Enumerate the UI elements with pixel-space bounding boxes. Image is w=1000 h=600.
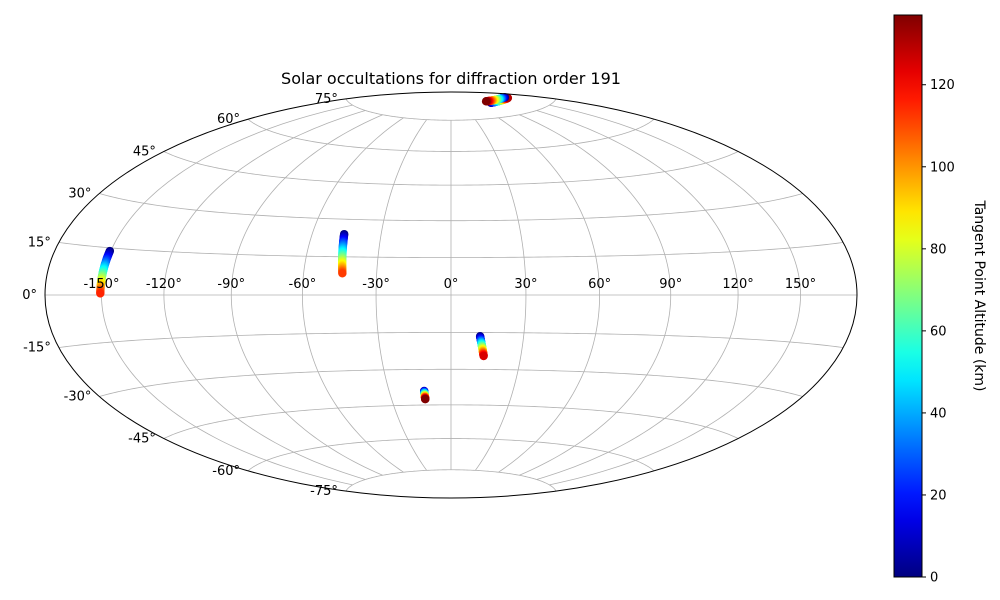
colorbar-tick-label: 40 xyxy=(930,406,947,421)
chart-title: Solar occultations for diffraction order… xyxy=(281,69,621,88)
longitude-tick-label: 90° xyxy=(659,277,682,292)
latitude-tick-labels: 75° 60° 45° 30° 15° 0° -15° -30° -45° -60° -75° xyxy=(22,92,338,499)
latitude-tick-label: 30° xyxy=(68,187,91,202)
parallel-line xyxy=(58,332,844,348)
colorbar-tick-label: 120 xyxy=(930,78,955,93)
longitude-tick-label: 30° xyxy=(514,277,537,292)
parallel-line xyxy=(99,368,803,397)
colorbar-tick-label: 0 xyxy=(930,571,938,586)
colorbar xyxy=(893,14,923,578)
latitude-tick-label: -60° xyxy=(212,464,240,479)
latitude-tick-label: 15° xyxy=(28,235,51,250)
latitude-tick-label: 45° xyxy=(133,144,156,159)
colorbar-tick-label: 20 xyxy=(930,488,947,503)
parallel-line xyxy=(58,242,844,258)
colorbar-label: Tangent Point Altitude (km) xyxy=(971,199,987,391)
longitude-tick-label: 150° xyxy=(785,277,816,292)
latitude-tick-label: 75° xyxy=(315,92,338,107)
latitude-tick-label: -15° xyxy=(23,341,51,356)
longitude-tick-label: 120° xyxy=(722,277,753,292)
latitude-tick-label: 0° xyxy=(22,288,37,303)
map-border xyxy=(44,91,858,499)
parallel-line xyxy=(99,193,803,222)
longitude-tick-label: 0° xyxy=(444,277,459,292)
colorbar-tick-label: 60 xyxy=(930,324,947,339)
longitude-tick-labels: -150° -120° -90° -60° -30° 0° 30° 60° 90° 120° 150… xyxy=(83,277,816,292)
data-point xyxy=(479,351,488,361)
parallel-line xyxy=(247,118,655,152)
longitude-tick-label: -120° xyxy=(146,277,182,292)
data-points xyxy=(96,93,513,404)
parallel-line xyxy=(163,404,739,439)
parallel-line xyxy=(345,98,557,121)
longitude-tick-label: -60° xyxy=(289,277,317,292)
parallel-line xyxy=(163,151,739,186)
data-point xyxy=(338,269,347,278)
latitude-tick-label: -45° xyxy=(128,432,156,447)
latitude-tick-label: -75° xyxy=(310,484,338,499)
data-point xyxy=(421,394,430,404)
graticule xyxy=(45,98,857,492)
longitude-tick-label: -30° xyxy=(362,277,390,292)
parallel-line xyxy=(247,438,655,472)
longitude-tick-label: -90° xyxy=(217,277,245,292)
longitude-tick-label: 60° xyxy=(588,277,611,292)
data-point xyxy=(96,289,105,298)
latitude-tick-label: -30° xyxy=(64,390,92,405)
longitude-tick-label: -150° xyxy=(83,277,119,292)
latitude-tick-label: 60° xyxy=(217,112,240,127)
data-point xyxy=(481,97,491,106)
colorbar-tick-label: 80 xyxy=(930,242,947,257)
parallel-line xyxy=(345,469,557,492)
colorbar-tick-label: 100 xyxy=(930,160,955,175)
colorbar-ticks: 0 20 40 60 80 100 120 xyxy=(922,78,955,586)
